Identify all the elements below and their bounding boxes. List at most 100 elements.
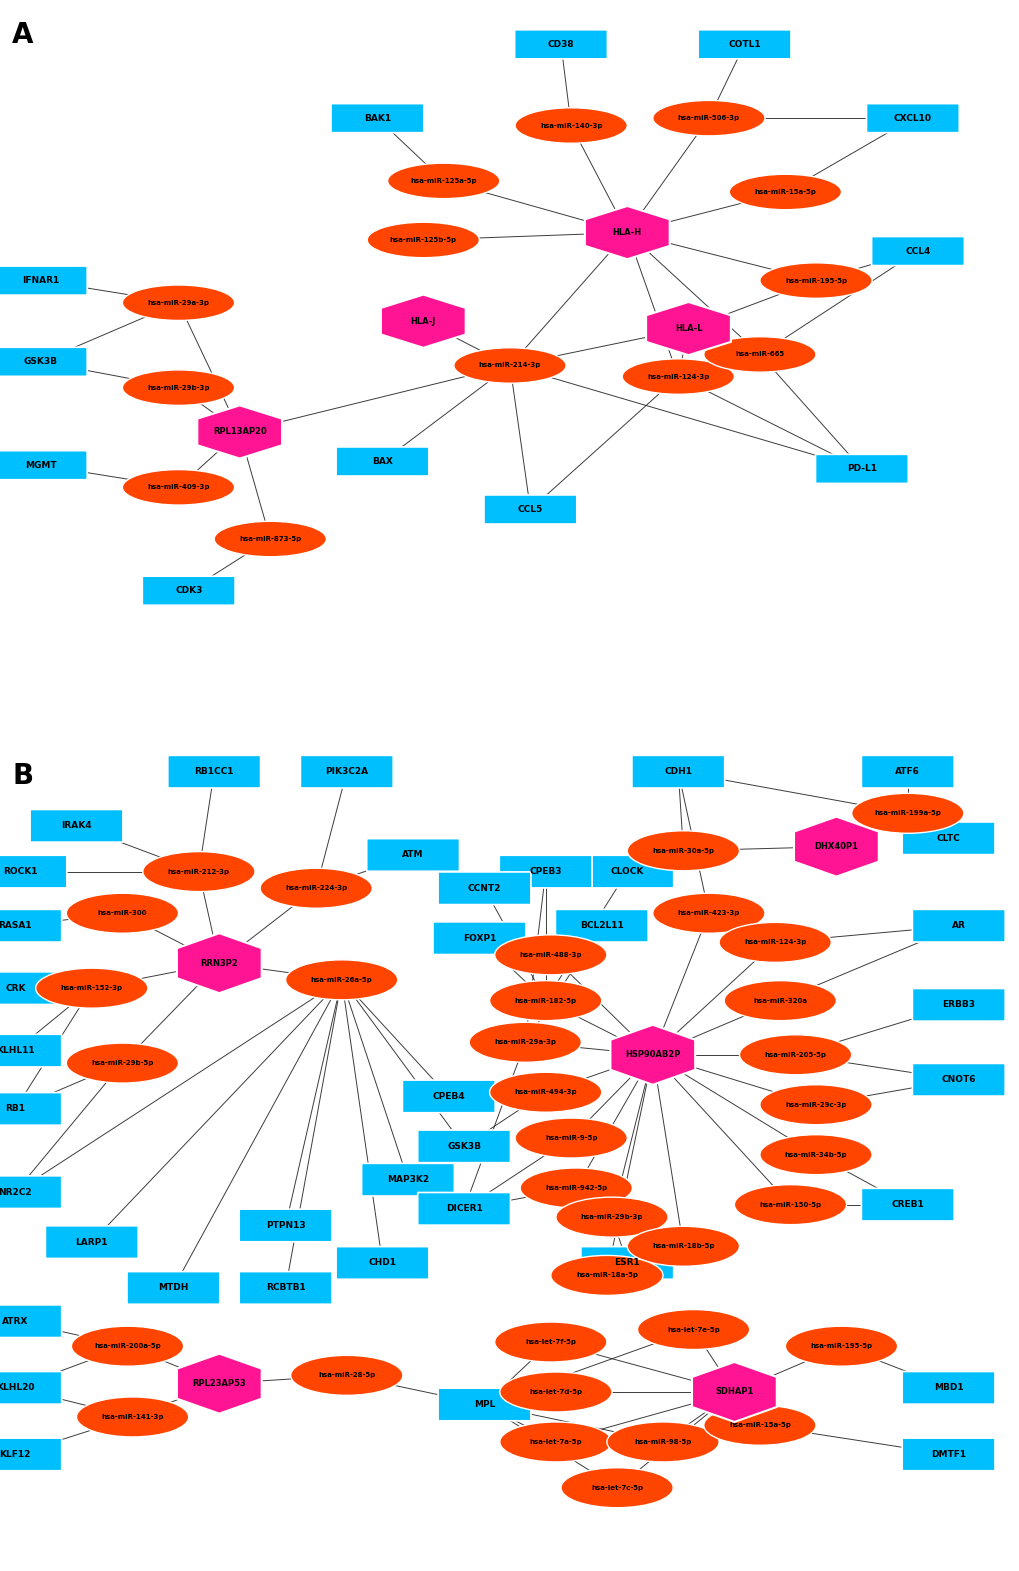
Text: FOXP1: FOXP1 [463, 933, 495, 943]
FancyBboxPatch shape [902, 1371, 994, 1404]
Text: hsa-miR-15a-5p: hsa-miR-15a-5p [729, 1422, 790, 1428]
Ellipse shape [759, 1084, 871, 1125]
Text: ROCK1: ROCK1 [3, 867, 38, 877]
Text: NR2C2: NR2C2 [0, 1188, 32, 1197]
Text: hsa-miR-28-5p: hsa-miR-28-5p [318, 1373, 375, 1378]
Text: hsa-miR-124-3p: hsa-miR-124-3p [646, 374, 709, 380]
Text: hsa-miR-212-3p: hsa-miR-212-3p [168, 869, 229, 875]
Text: RPL13AP20: RPL13AP20 [213, 427, 266, 437]
Ellipse shape [627, 1227, 739, 1266]
Text: hsa-miR-199a-5p: hsa-miR-199a-5p [873, 811, 941, 817]
Ellipse shape [637, 1310, 749, 1349]
Text: ATF6: ATF6 [895, 767, 919, 776]
Text: hsa-miR-29b-3p: hsa-miR-29b-3p [147, 385, 210, 391]
Polygon shape [793, 817, 878, 877]
Text: A: A [12, 20, 34, 49]
FancyBboxPatch shape [581, 855, 673, 888]
Text: hsa-let-7d-5p: hsa-let-7d-5p [529, 1389, 582, 1395]
FancyBboxPatch shape [0, 910, 61, 943]
Ellipse shape [71, 1326, 183, 1367]
FancyBboxPatch shape [31, 809, 122, 842]
Text: hsa-miR-150-5p: hsa-miR-150-5p [759, 1202, 820, 1208]
Ellipse shape [469, 1023, 581, 1062]
Text: PIK3C2A: PIK3C2A [325, 767, 368, 776]
FancyBboxPatch shape [581, 1247, 673, 1279]
Ellipse shape [703, 336, 815, 372]
Ellipse shape [606, 1422, 718, 1463]
FancyBboxPatch shape [555, 910, 647, 943]
Text: CXCL10: CXCL10 [893, 113, 931, 123]
FancyBboxPatch shape [0, 972, 61, 1004]
FancyBboxPatch shape [433, 922, 525, 955]
Text: RB1: RB1 [5, 1104, 25, 1114]
Text: GSK3B: GSK3B [446, 1142, 481, 1152]
Text: LARP1: LARP1 [75, 1238, 108, 1247]
Text: CPEB3: CPEB3 [529, 867, 561, 877]
Text: AR: AR [951, 921, 965, 930]
Text: CD38: CD38 [547, 39, 574, 49]
Ellipse shape [122, 470, 234, 504]
FancyBboxPatch shape [362, 1164, 453, 1196]
Text: HLA-L: HLA-L [675, 324, 701, 333]
Text: COTL1: COTL1 [728, 39, 760, 49]
Ellipse shape [290, 1356, 403, 1395]
Text: IRAK4: IRAK4 [61, 822, 92, 831]
FancyBboxPatch shape [239, 1271, 331, 1304]
Ellipse shape [285, 960, 397, 999]
FancyBboxPatch shape [815, 454, 907, 484]
FancyBboxPatch shape [336, 448, 428, 476]
Text: HLA-H: HLA-H [612, 228, 641, 237]
FancyBboxPatch shape [418, 1130, 510, 1163]
Text: hsa-miR-423-3p: hsa-miR-423-3p [677, 910, 740, 916]
FancyBboxPatch shape [0, 1092, 61, 1125]
FancyBboxPatch shape [912, 910, 1004, 943]
Text: hsa-miR-15a-5p: hsa-miR-15a-5p [754, 189, 815, 195]
Ellipse shape [703, 1406, 815, 1445]
Text: hsa-miR-488-3p: hsa-miR-488-3p [519, 952, 582, 958]
Text: hsa-miR-125a-5p: hsa-miR-125a-5p [410, 178, 477, 184]
Polygon shape [645, 302, 731, 355]
Ellipse shape [122, 284, 234, 320]
FancyBboxPatch shape [632, 756, 723, 789]
Text: MBD1: MBD1 [932, 1384, 963, 1392]
Text: hsa-miR-29a-3p: hsa-miR-29a-3p [494, 1040, 555, 1045]
FancyBboxPatch shape [403, 1081, 494, 1112]
Text: hsa-miR-300: hsa-miR-300 [98, 910, 147, 916]
Ellipse shape [66, 894, 178, 933]
Text: ATRX: ATRX [2, 1316, 29, 1326]
Ellipse shape [214, 522, 326, 556]
Text: ATM: ATM [401, 850, 424, 859]
Text: MTDH: MTDH [158, 1284, 189, 1293]
Text: HSP90AB2P: HSP90AB2P [625, 1051, 680, 1059]
FancyBboxPatch shape [484, 495, 576, 525]
Ellipse shape [652, 894, 764, 933]
FancyBboxPatch shape [331, 104, 423, 132]
Text: CCNT2: CCNT2 [468, 884, 500, 892]
Text: CRK: CRK [5, 983, 25, 993]
Text: hsa-miR-29c-3p: hsa-miR-29c-3p [785, 1101, 846, 1108]
Text: RASA1: RASA1 [0, 921, 32, 930]
FancyBboxPatch shape [871, 237, 963, 265]
Text: IFNAR1: IFNAR1 [22, 276, 59, 284]
Ellipse shape [515, 1119, 627, 1158]
Text: GSK3B: GSK3B [23, 357, 58, 366]
Ellipse shape [560, 1467, 673, 1508]
Text: BAK1: BAK1 [364, 113, 390, 123]
Polygon shape [380, 295, 466, 347]
Text: HLA-J: HLA-J [411, 317, 435, 325]
Text: hsa-miR-205-5p: hsa-miR-205-5p [764, 1051, 825, 1057]
Ellipse shape [785, 1326, 897, 1367]
FancyBboxPatch shape [143, 577, 234, 605]
FancyBboxPatch shape [515, 30, 606, 58]
Text: hsa-let-7c-5p: hsa-let-7c-5p [590, 1485, 643, 1491]
FancyBboxPatch shape [861, 756, 953, 789]
FancyBboxPatch shape [912, 988, 1004, 1021]
FancyBboxPatch shape [46, 1225, 138, 1258]
Text: B: B [12, 762, 34, 790]
FancyBboxPatch shape [168, 756, 260, 789]
Text: hsa-let-7f-5p: hsa-let-7f-5p [525, 1338, 576, 1345]
FancyBboxPatch shape [0, 1306, 61, 1337]
Text: hsa-miR-26a-5p: hsa-miR-26a-5p [311, 977, 372, 983]
Text: CDK3: CDK3 [175, 586, 202, 595]
FancyBboxPatch shape [0, 451, 87, 479]
